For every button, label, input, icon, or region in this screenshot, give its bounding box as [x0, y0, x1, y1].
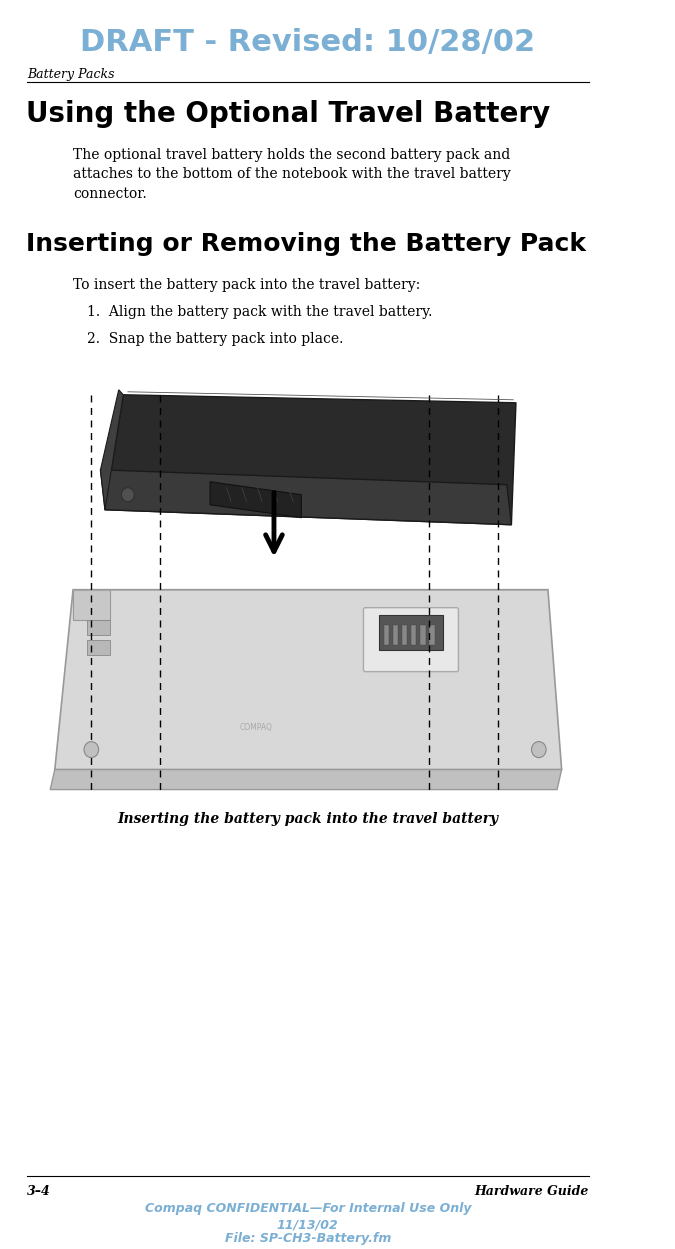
Text: Using the Optional Travel Battery: Using the Optional Travel Battery	[26, 100, 550, 127]
Text: Inserting or Removing the Battery Pack: Inserting or Removing the Battery Pack	[26, 232, 586, 256]
Text: DRAFT - Revised: 10/28/02: DRAFT - Revised: 10/28/02	[80, 27, 535, 57]
Text: 11/13/02: 11/13/02	[277, 1218, 339, 1232]
Bar	[420, 624, 425, 644]
Polygon shape	[87, 620, 109, 634]
Bar	[411, 624, 416, 644]
Text: To insert the battery pack into the travel battery:: To insert the battery pack into the trav…	[73, 277, 421, 292]
Text: Hardware Guide: Hardware Guide	[475, 1185, 589, 1198]
Polygon shape	[55, 590, 562, 769]
Bar	[393, 624, 398, 644]
Bar	[383, 624, 389, 644]
FancyBboxPatch shape	[363, 608, 458, 672]
Text: File: SP-CH3-Battery.fm: File: SP-CH3-Battery.fm	[225, 1233, 391, 1245]
Text: 1.  Align the battery pack with the travel battery.: 1. Align the battery pack with the trave…	[87, 305, 432, 318]
Bar	[429, 624, 435, 644]
Polygon shape	[101, 390, 124, 510]
Polygon shape	[210, 482, 301, 518]
Text: Battery Packs: Battery Packs	[28, 67, 115, 81]
Polygon shape	[73, 590, 109, 620]
Polygon shape	[50, 769, 562, 789]
Polygon shape	[87, 639, 109, 654]
Circle shape	[531, 742, 546, 758]
Polygon shape	[101, 470, 512, 525]
Bar	[379, 615, 443, 649]
Text: 3–4: 3–4	[28, 1185, 51, 1198]
Text: The optional travel battery holds the second battery pack and
attaches to the bo: The optional travel battery holds the se…	[73, 147, 511, 201]
Circle shape	[122, 487, 134, 502]
Text: Inserting the battery pack into the travel battery: Inserting the battery pack into the trav…	[117, 812, 498, 826]
Text: 2.  Snap the battery pack into place.: 2. Snap the battery pack into place.	[87, 332, 343, 346]
Text: Compaq CONFIDENTIAL—For Internal Use Only: Compaq CONFIDENTIAL—For Internal Use Onl…	[144, 1203, 471, 1215]
Circle shape	[84, 742, 99, 758]
Bar	[402, 624, 407, 644]
Polygon shape	[105, 395, 516, 525]
Text: COMPAQ: COMPAQ	[239, 723, 272, 732]
